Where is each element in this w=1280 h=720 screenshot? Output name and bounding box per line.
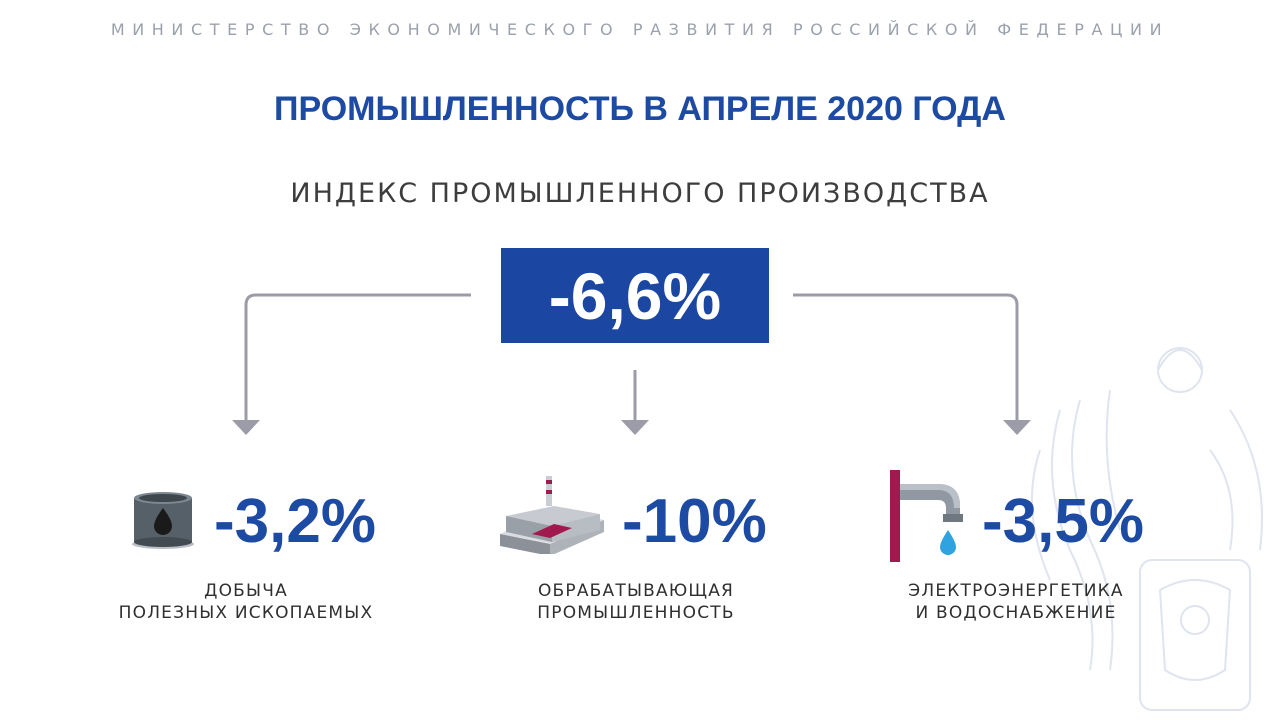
- label-line-1: ДОБЫЧА: [204, 581, 288, 601]
- coat-of-arms-watermark: [1031, 347, 1263, 711]
- page-title: ПРОМЫШЛЕННОСТЬ В АПРЕЛЕ 2020 ГОДА: [274, 90, 1006, 128]
- label-line-1: ОБРАБАТЫВАЮЩАЯ: [537, 581, 735, 601]
- sector-value: -3,2%: [214, 487, 376, 556]
- label-line-2: ПОЛЕЗНЫХ ИСКОПАЕМЫХ: [118, 603, 374, 623]
- sector-value: -3,5%: [982, 487, 1144, 556]
- label-line-2: И ВОДОСНАБЖЕНИЕ: [915, 603, 1117, 623]
- oil-barrel-icon: [132, 492, 194, 549]
- page-subtitle: ИНДЕКС ПРОМЫШЛЕННОГО ПРОИЗВОДСТВА: [290, 178, 990, 209]
- sector-label: ДОБЫЧА ПОЛЕЗНЫХ ИСКОПАЕМЫХ: [96, 580, 396, 624]
- sector-value: -10%: [622, 487, 767, 556]
- sector-label: ОБРАБАТЫВАЮЩАЯ ПРОМЫШЛЕННОСТЬ: [486, 580, 786, 624]
- ministry-name: МИНИСТЕРСТВО ЭКОНОМИЧЕСКОГО РАЗВИТИЯ РОС…: [110, 20, 1170, 39]
- sector-label: ЭЛЕКТРОЭНЕРГЕТИКА И ВОДОСНАБЖЕНИЕ: [866, 580, 1166, 624]
- factory-icon: [500, 476, 604, 554]
- main-index-value: -6,6%: [501, 248, 769, 343]
- water-tap-icon: [890, 470, 963, 562]
- label-line-2: ПРОМЫШЛЕННОСТЬ: [537, 603, 735, 623]
- label-line-1: ЭЛЕКТРОЭНЕРГЕТИКА: [908, 581, 1124, 601]
